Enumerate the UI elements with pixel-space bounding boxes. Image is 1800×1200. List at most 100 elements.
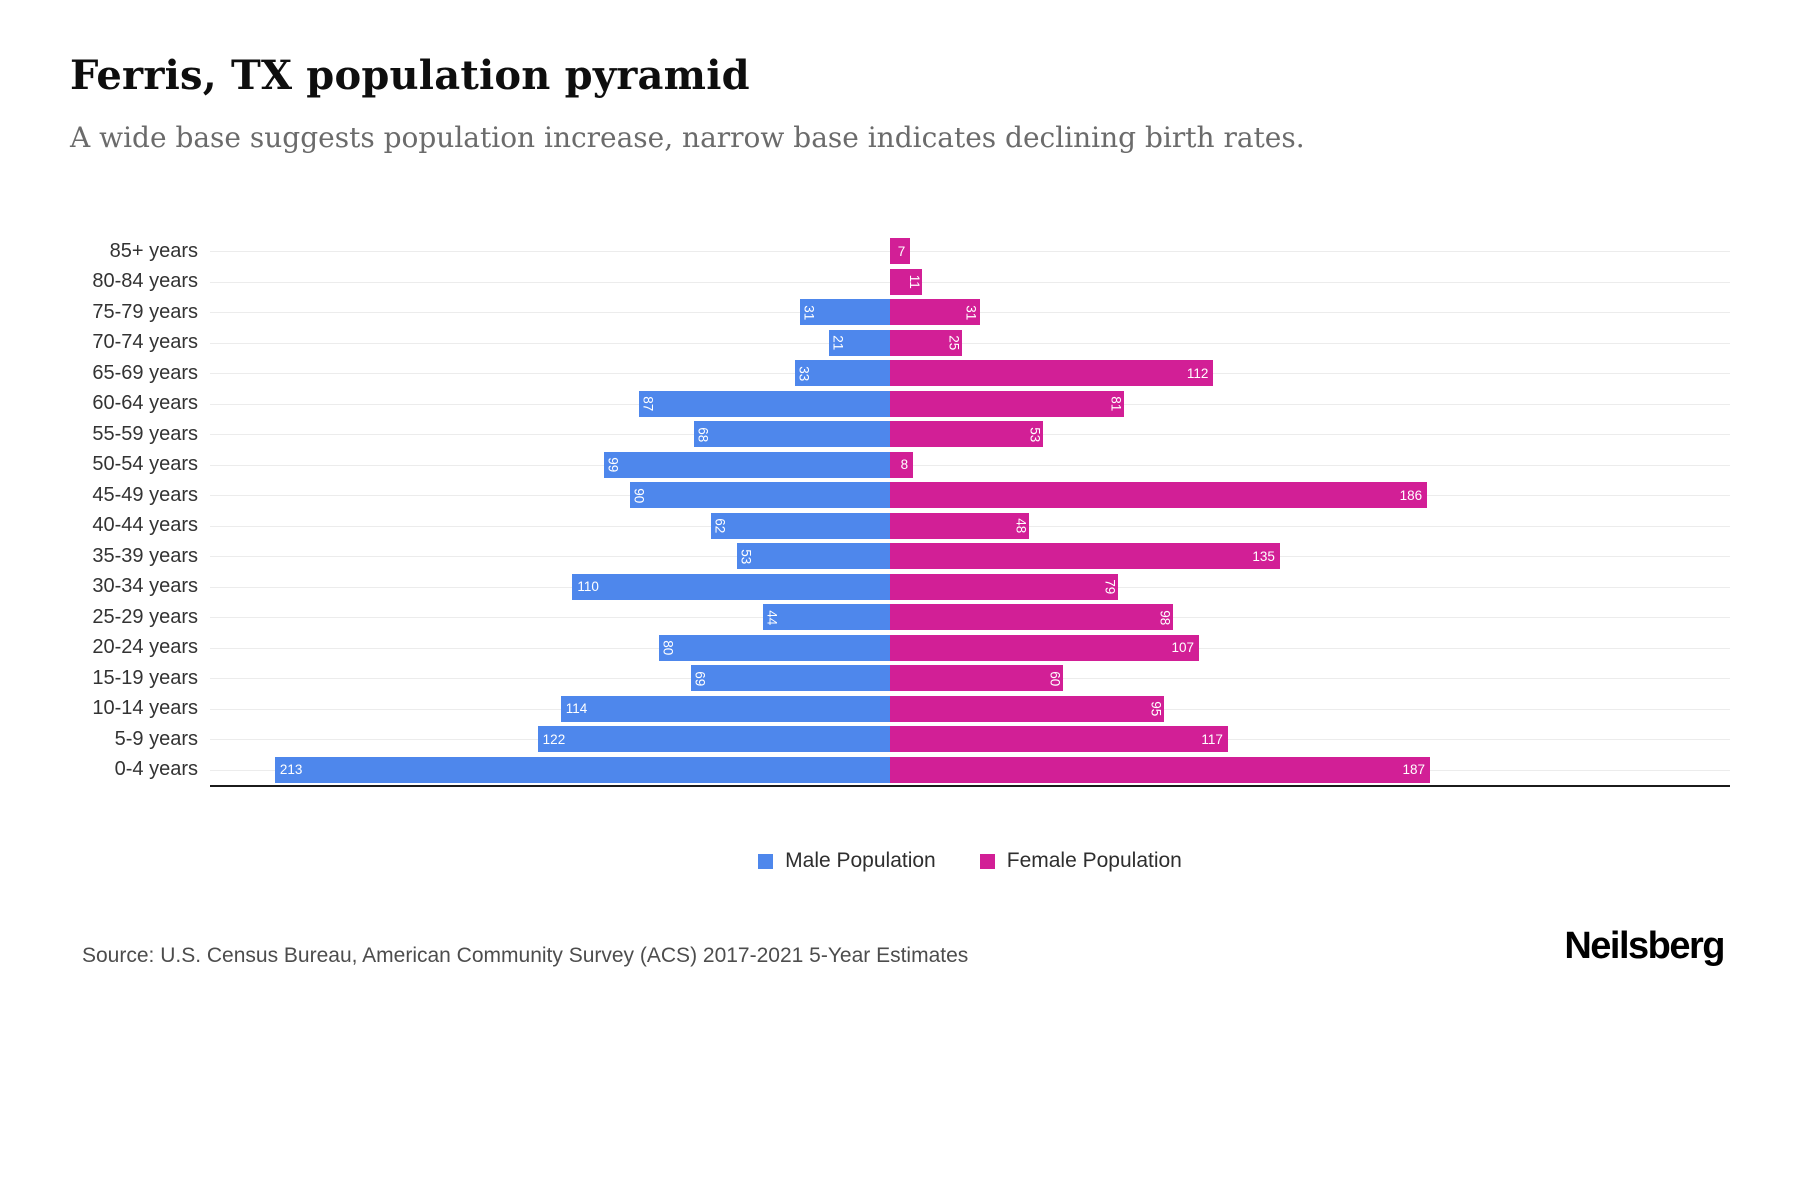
age-group-label: 65-69 years (92, 361, 198, 384)
female-bar: 8 (890, 451, 914, 478)
male-half: 44 (210, 604, 890, 631)
male-legend-label: Male Population (785, 849, 936, 872)
female-bar: 187 (890, 756, 1431, 783)
female-bar: 25 (890, 329, 963, 356)
female-bar: 107 (890, 634, 1200, 661)
female-bar: 31 (890, 299, 980, 326)
bar-value-label: 81 (1108, 396, 1124, 412)
female-half: 112 (890, 360, 1495, 387)
age-group-label: 20-24 years (92, 636, 198, 659)
male-half: 90 (210, 482, 890, 509)
legend-item-male[interactable]: Male Population (758, 849, 936, 873)
female-bar: 7 (890, 238, 911, 265)
female-half: 95 (890, 695, 1495, 722)
age-group-label: 15-19 years (92, 666, 198, 689)
x-axis-line (210, 785, 1730, 787)
pyramid-row: 65-69 years 33 112 (70, 358, 1730, 389)
female-half: 8 (890, 451, 1495, 478)
neilsberg-logo[interactable]: Neilsberg (1564, 925, 1725, 967)
age-group-label: 30-34 years (92, 575, 198, 598)
age-group-label: 25-29 years (92, 605, 198, 628)
male-bar: 44 (762, 604, 890, 631)
male-bar: 21 (829, 329, 890, 356)
page: Ferris, TX population pyramid A wide bas… (70, 52, 1730, 967)
bar-value-label: 186 (1399, 487, 1423, 503)
age-group-label: 80-84 years (92, 270, 198, 293)
bar-value-label: 213 (279, 762, 303, 777)
female-half: 11 (890, 268, 1495, 295)
bar-value-label: 122 (542, 731, 566, 747)
legend-item-female[interactable]: Female Population (979, 849, 1182, 873)
bar-value-label: 8 (900, 457, 909, 472)
female-bar: 60 (890, 665, 1064, 692)
bar-value-label: 87 (640, 396, 656, 412)
female-half: 48 (890, 512, 1495, 539)
male-bar: 87 (638, 390, 890, 417)
bar-value-label: 53 (1027, 426, 1043, 442)
source-text: Source: U.S. Census Bureau, American Com… (82, 944, 969, 967)
bar-value-label: 68 (694, 426, 710, 442)
male-bar: 110 (572, 573, 890, 600)
male-half: 114 (210, 695, 890, 722)
bar-value-label: 21 (830, 335, 846, 351)
pyramid-row: 45-49 years 90 186 (70, 480, 1730, 511)
female-half: 107 (890, 634, 1495, 661)
age-group-label: 75-79 years (92, 300, 198, 323)
pyramid-row: 0-4 years 213 187 (70, 755, 1730, 786)
age-group-label: 45-49 years (92, 483, 198, 506)
gridline (210, 251, 1730, 253)
pyramid-row: 60-64 years 87 81 (70, 389, 1730, 420)
male-bar: 99 (604, 451, 890, 478)
male-half: 53 (210, 543, 890, 570)
female-legend-swatch (979, 853, 995, 869)
female-bar: 135 (890, 543, 1280, 570)
pyramid-row: 30-34 years 110 79 (70, 572, 1730, 603)
female-bar: 186 (890, 482, 1428, 509)
female-bar: 79 (890, 573, 1119, 600)
female-bar: 11 (890, 268, 922, 295)
male-bar: 68 (693, 421, 890, 448)
bar-value-label: 135 (1252, 548, 1275, 564)
female-half: 7 (890, 238, 1495, 265)
chart-title: Ferris, TX population pyramid (70, 52, 750, 99)
female-half: 135 (890, 543, 1495, 570)
male-half (210, 269, 890, 295)
female-half: 60 (890, 665, 1495, 692)
bar-value-label: 95 (1148, 701, 1164, 717)
male-bar: 114 (560, 695, 890, 722)
male-half: 80 (210, 634, 890, 661)
female-bar: 81 (890, 390, 1124, 417)
gridline (210, 342, 1730, 344)
bar-value-label: 7 (897, 243, 906, 259)
age-group-label: 10-14 years (92, 697, 198, 720)
female-bar: 117 (890, 726, 1228, 753)
age-group-label: 35-39 years (92, 544, 198, 567)
age-group-label: 70-74 years (92, 331, 198, 354)
bar-value-label: 53 (738, 548, 754, 564)
pyramid-row: 40-44 years 62 48 (70, 511, 1730, 542)
male-half: 99 (210, 451, 890, 478)
male-half: 31 (210, 299, 890, 326)
bar-value-label: 107 (1171, 640, 1195, 655)
bar-value-label: 110 (577, 579, 599, 594)
male-bar: 53 (736, 543, 890, 570)
male-bar: 122 (537, 726, 890, 753)
bar-value-label: 80 (660, 640, 676, 656)
male-bar: 31 (800, 299, 890, 326)
legend: Male Population Female Population (210, 849, 1730, 873)
male-bar: 80 (658, 634, 890, 661)
male-half: 213 (210, 756, 890, 783)
bar-value-label: 98 (1157, 609, 1173, 625)
pyramid-row: 80-84 years 11 (70, 267, 1730, 298)
age-group-label: 60-64 years (92, 392, 198, 415)
bar-value-label: 48 (1012, 518, 1028, 534)
age-group-label: 50-54 years (92, 453, 198, 476)
female-half: 53 (890, 421, 1495, 448)
male-half: 110 (210, 573, 890, 600)
bar-value-label: 33 (795, 365, 811, 381)
bar-value-label: 31 (963, 304, 979, 320)
bar-value-label: 44 (764, 609, 780, 625)
female-bar: 48 (890, 512, 1029, 539)
bar-value-label: 117 (1201, 731, 1223, 747)
female-half: 31 (890, 299, 1495, 326)
